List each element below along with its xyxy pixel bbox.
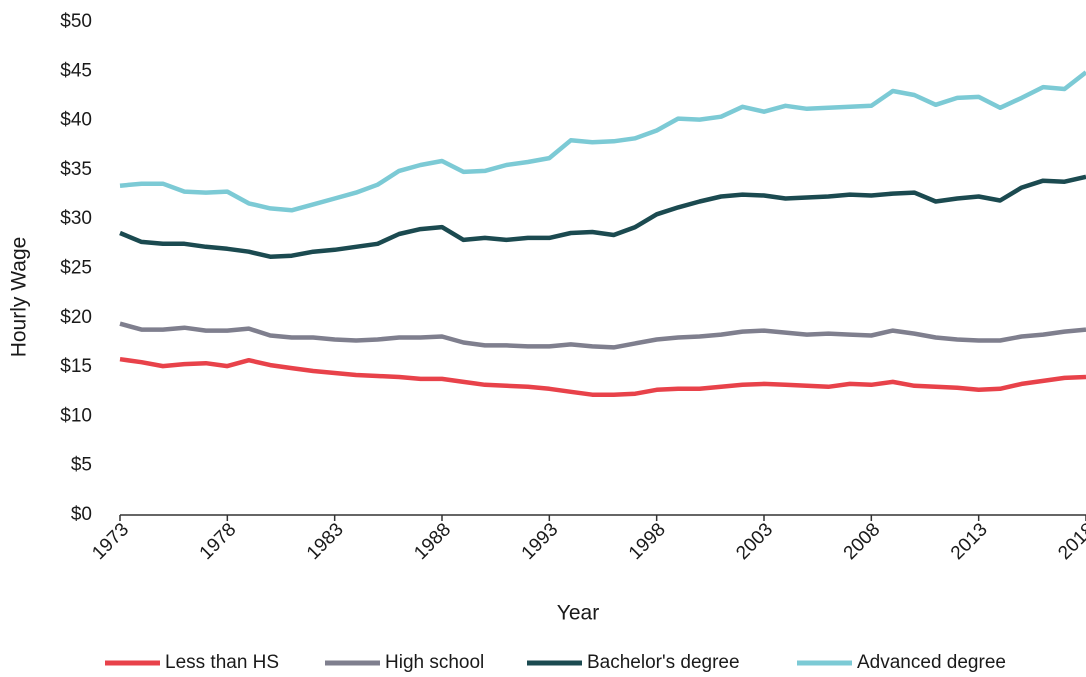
series-line xyxy=(119,70,1086,213)
y-tick-label: $45 xyxy=(60,60,92,81)
series-line xyxy=(119,356,1086,397)
x-tick-label: 1978 xyxy=(196,519,241,564)
x-tick-label: 1983 xyxy=(303,519,348,564)
x-tick-label: 1998 xyxy=(625,519,670,564)
x-axis-label: Year xyxy=(557,602,599,625)
series-line xyxy=(119,174,1086,259)
y-tick-label: $20 xyxy=(60,307,92,328)
y-tick-label: $40 xyxy=(60,110,92,131)
y-tick-label: $5 xyxy=(71,455,92,476)
y-tick-label: $30 xyxy=(60,208,92,229)
legend-label: Bachelor's degree xyxy=(587,652,740,673)
series-line xyxy=(119,321,1086,350)
x-tick-label: 1988 xyxy=(410,519,455,564)
y-tick-label: $35 xyxy=(60,159,92,180)
x-tick-label: 1973 xyxy=(88,519,133,564)
x-tick-label: 2003 xyxy=(732,519,777,564)
y-tick-label: $15 xyxy=(60,356,92,377)
legend-label: Less than HS xyxy=(165,652,279,673)
y-tick-label: $25 xyxy=(60,258,92,279)
y-axis-label: Hourly Wage xyxy=(8,237,31,358)
legend-label: Advanced degree xyxy=(857,652,1006,673)
x-tick-label: 1993 xyxy=(518,519,563,564)
y-tick-label: $50 xyxy=(60,11,92,32)
x-tick-label: 2018 xyxy=(1054,519,1086,564)
y-tick-label: $10 xyxy=(60,405,92,426)
x-tick-label: 2008 xyxy=(840,519,885,564)
x-tick-label: 2013 xyxy=(947,519,992,564)
y-tick-label: $0 xyxy=(71,504,92,525)
legend-label: High school xyxy=(385,652,484,673)
